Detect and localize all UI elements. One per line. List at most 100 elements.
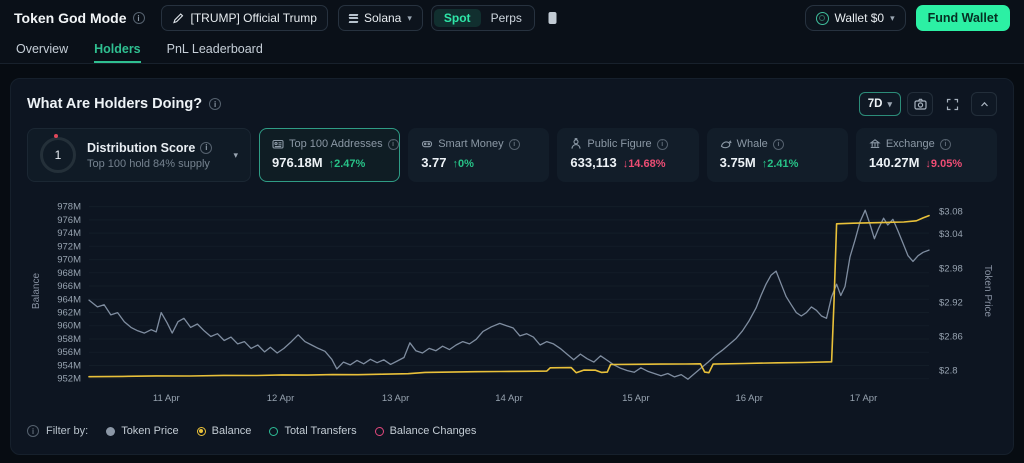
token-selector[interactable]: [TRUMP] Official Trump [160,5,328,31]
balance-axis-tick: 962M [57,308,81,319]
date-axis-tick: 12 Apr [267,393,294,404]
stat-card-change: ↑2.41% [761,158,799,170]
token-selector-label: [TRUMP] Official Trump [190,11,317,25]
exchange-icon [869,139,881,148]
distribution-score-title: Distribution Score [87,140,196,155]
balance-axis-tick: 976M [57,215,81,226]
date-axis-tick: 17 Apr [850,393,877,404]
legend-item-balance[interactable]: Balance [196,425,251,437]
tab-overview[interactable]: Overview [16,41,69,56]
chain-selector[interactable]: Solana ▾ [337,5,423,31]
time-range-label: 7D [867,98,883,110]
app-title: Token God Mode i [14,10,145,26]
distribution-score-subtitle: Top 100 hold 84% supply [87,157,210,170]
distribution-score-gauge: 1 [40,134,76,173]
stat-card-whale[interactable]: Whale i 3.75M ↑2.41% [706,128,848,182]
tab-holders[interactable]: Holders [94,36,141,63]
fund-wallet-button[interactable]: Fund Wallet [915,5,1010,31]
legend-item-token-price[interactable]: Token Price [106,425,179,437]
price-axis-tick: $3.04 [939,229,963,240]
screenshot-button[interactable] [907,92,933,116]
chart-area: 952M 954M 956M 958M 960M 962M 964M 966M 968M 970M… [11,186,1013,418]
price-axis-tick: $3.08 [939,206,963,217]
legend-item-balance-changes[interactable]: Balance Changes [374,425,477,437]
stat-card-change: ↓14.68% [622,158,666,170]
expand-icon [946,98,958,110]
smart-money-icon [422,141,433,148]
camera-icon [913,98,927,110]
holders-panel: What Are Holders Doing? i 7D ▾ [10,78,1014,455]
time-range-button[interactable]: 7D ▾ [858,92,901,116]
stat-card-value: 976.18M [272,155,323,170]
price-axis-tick: $2.86 [939,332,963,343]
info-icon[interactable]: i [508,138,520,150]
distribution-score-card[interactable]: 1 Distribution Score i Top 100 hold 84% … [27,128,251,182]
chevron-down-icon[interactable]: ▾ [233,149,238,160]
balance-changes-dot-icon [374,426,384,436]
chain-selector-label: Solana [363,11,402,25]
chevron-up-icon [980,101,988,106]
info-icon[interactable]: i [656,138,668,150]
date-axis-tick: 11 Apr [153,393,180,404]
panel-controls: 7D ▾ [858,92,997,116]
distribution-score-value: 1 [54,148,62,162]
info-icon[interactable]: i [132,12,145,24]
holders-chart[interactable]: 952M 954M 956M 958M 960M 962M 964M 966M 968M 970M… [11,186,1013,418]
wallet-balance-label: Wallet $0 [834,11,885,25]
legend-item-label: Balance Changes [389,425,477,437]
panel-header: What Are Holders Doing? i 7D ▾ [11,79,1013,116]
public-figure-icon [571,138,581,149]
tab-pnl-leaderboard[interactable]: PnL Leaderboard [166,41,263,56]
stat-card-value: 3.75M [719,155,756,170]
phone-icon [548,12,557,24]
legend-item-label: Total Transfers [284,425,357,437]
balance-axis-tick: 974M [57,228,81,239]
date-axis-tick: 13 Apr [382,393,409,404]
wallet-menu[interactable]: Wallet $0 ▾ [804,5,906,31]
top-header: Token God Mode i [TRUMP] Official Trump … [0,0,1024,36]
balance-axis-tick: 970M [57,255,81,266]
whale-icon [720,140,732,149]
spot-tab[interactable]: Spot [433,9,481,27]
total-transfers-dot-icon [269,426,279,436]
price-axis-title: Token Price [982,265,993,318]
price-axis-tick: $2.92 [939,297,963,308]
info-icon[interactable]: i [200,141,213,154]
date-axis-tick: 15 Apr [622,393,649,404]
legend-item-total-transfers[interactable]: Total Transfers [269,425,357,437]
stat-card-value: 633,113 [570,155,617,170]
info-icon[interactable]: i [939,138,951,150]
token-price-dot-icon [106,426,116,436]
info-icon[interactable]: i [387,138,399,150]
price-axis-tick: $2.8 [939,366,958,377]
balance-axis-tick: 956M [57,347,81,358]
solana-icon [348,13,359,23]
balance-axis-tick: 972M [57,241,81,252]
series-balance [88,214,930,378]
perps-tab[interactable]: Perps [490,11,522,25]
stat-card-smart-money[interactable]: Smart Money i 3.77 ↑0% [408,128,550,182]
stat-card-label: Smart Money [438,138,504,150]
legend-item-label: Token Price [121,425,179,437]
fullscreen-button[interactable] [939,92,965,116]
info-icon[interactable]: i [209,98,222,110]
date-axis-tick: 16 Apr [735,393,762,404]
stat-card-value: 3.77 [421,155,447,170]
date-axis-tick: 14 Apr [495,393,522,404]
stat-card-change: ↑0% [452,158,474,170]
balance-axis-tick: 952M [57,374,81,385]
info-icon[interactable]: i [772,138,784,150]
chart-filter-legend: i Filter by: Token Price Balance Total Tra… [11,418,1013,437]
stat-card-top-100-addresses[interactable]: Top 100 Addresses i 976.18M ↑2.47% [259,128,401,182]
mobile-view-button[interactable] [543,5,562,31]
stat-card-exchange[interactable]: Exchange i 140.27M ↓9.05% [855,128,998,182]
app-title-text: Token God Mode [14,10,127,26]
collapse-button[interactable] [971,92,997,116]
stat-card-change: ↓9.05% [925,158,963,170]
balance-dot-icon [196,426,206,436]
stat-card-public-figure[interactable]: Public Figure i 633,113 ↓14.68% [557,128,699,182]
balance-axis-tick: 964M [57,294,81,305]
series-token-price [88,209,930,380]
price-axis-tick: $2.98 [939,263,963,274]
info-icon[interactable]: i [27,425,39,437]
